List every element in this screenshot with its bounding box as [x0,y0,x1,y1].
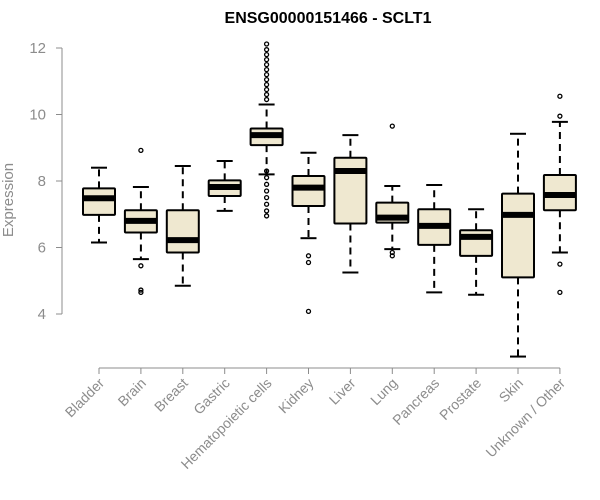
outlier-point [263,61,270,68]
outlier-point [557,113,563,119]
boxes [82,41,577,358]
y-tick-label: 4 [38,306,46,323]
iqr-box [165,209,200,254]
x-tick-label: Liver [326,375,359,408]
outlier-point [263,71,270,78]
outlier-point [138,263,144,269]
y-tick-label: 6 [38,240,46,257]
box-skin [501,132,535,358]
x-tick-label: Bladder [62,375,108,421]
axes: 4 6 8 10 12 [29,40,561,374]
box-kidney [291,151,326,314]
outlier-point [138,287,144,293]
outlier-point [263,81,270,88]
outlier-point [263,175,270,181]
iqr-box [501,192,535,279]
outlier-point [263,96,270,103]
outlier-point [305,253,312,259]
box-pancreas [417,183,452,294]
outlier-point [263,66,270,73]
x-tick-label: Unknown / Other [482,375,568,461]
box-unknown-other [542,93,577,296]
outlier-point [389,123,395,129]
y-axis-label: Expression [0,163,17,237]
box-gastric [207,160,242,212]
y-tick-label: 10 [29,107,46,124]
x-tick-label: Kidney [275,375,317,417]
outlier-point [263,56,270,63]
x-tick-label: Breast [151,375,191,415]
chart-title: ENSG00000151466 - SCLT1 [225,10,432,27]
outlier-point [305,259,312,266]
iqr-box [291,175,326,207]
outlier-point [263,91,270,98]
x-tick-label: Prostate [436,375,484,423]
outlier-point [557,93,563,99]
box-breast [165,165,200,287]
outlier-point [138,289,144,296]
y-tick-label: 8 [38,173,46,190]
x-tick-label: Skin [496,375,527,406]
box-prostate [459,208,494,296]
outlier-point [263,181,270,187]
box-brain [123,147,158,296]
outlier-point [263,188,270,194]
box-lung [375,123,410,259]
outlier-point [263,168,270,174]
box-bladder [82,166,116,244]
outlier-point [263,86,270,93]
box-liver [333,134,368,274]
outlier-point [263,194,270,201]
outlier-point [557,289,563,296]
iqr-box [333,156,368,225]
outlier-point [263,213,270,219]
y-tick-label: 12 [29,40,46,57]
x-tick-label: Pancreas [389,375,442,428]
outlier-point [263,208,270,214]
outlier-point [138,147,144,154]
outlier-point [263,76,270,83]
outlier-point [263,47,270,53]
outlier-point [389,253,395,259]
box-hematopoietic-cells [249,41,284,219]
outlier-point [305,308,312,314]
outlier-point [389,249,395,256]
iqr-box [82,187,116,216]
x-tick-label: Lung [367,375,400,408]
outlier-point [263,52,270,58]
outlier-point [263,41,270,47]
outlier-point [263,201,270,207]
outlier-point [557,261,563,267]
x-tick-label: Brain [115,375,149,409]
